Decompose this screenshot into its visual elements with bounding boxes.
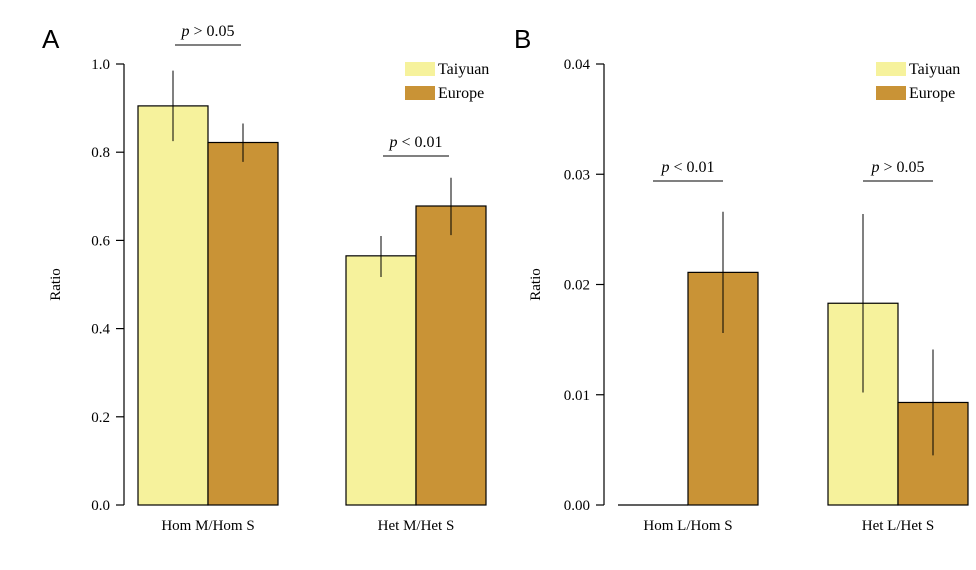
panel-b-category-label: Hom L/Hom S <box>643 518 732 534</box>
panel-a-letter: A <box>42 24 60 54</box>
panel-a-y-tick-label: 0.4 <box>91 322 110 338</box>
panel-b-y-tick-label: 0.00 <box>564 498 590 514</box>
panel-a-y-tick-label: 0.2 <box>91 410 110 426</box>
panel-a-bar <box>207 141 279 506</box>
panel-b-y-tick-label: 0.02 <box>564 278 590 294</box>
panel-b-significance-label: p > 0.05 <box>870 159 924 176</box>
panel-b-p-threshold: > 0.05 <box>879 159 924 176</box>
panel-b-y-tick-label: 0.01 <box>564 388 590 404</box>
panel-a-legend-label: Europe <box>438 85 484 102</box>
panel-a-significance-label: p < 0.01 <box>388 134 442 151</box>
panel-a-y-tick-label: 0.6 <box>91 233 110 249</box>
panel-a-legend-swatch <box>405 86 435 100</box>
panel-a-p-threshold: < 0.01 <box>397 134 442 151</box>
panel-a-bar <box>137 105 209 506</box>
panel-a-significance-label: p > 0.05 <box>180 23 234 40</box>
panel-a-category-label: Hom M/Hom S <box>161 518 254 534</box>
panel-a-y-axis-title: Ratio <box>48 268 64 301</box>
panel-a-legend-label: Taiyuan <box>438 61 489 78</box>
panel-a-bar <box>415 205 487 506</box>
panel-b-category-label: Het L/Het S <box>862 518 935 534</box>
panel-a-y-tick-label: 0.8 <box>91 145 110 161</box>
panel-b-legend-label: Europe <box>909 85 955 102</box>
panel-b-p-symbol: p <box>660 159 669 176</box>
panel-b-y-axis-title: Ratio <box>528 268 544 301</box>
panel-a: A 0.0 0.2 0.4 0.6 0.8 1.0 Ratio Hom M/Hom S Het … <box>42 23 489 534</box>
panel-a-y-tick-label: 1.0 <box>91 57 110 73</box>
panel-b-legend-swatch <box>876 86 906 100</box>
panel-a-p-symbol: p <box>388 134 397 151</box>
panel-b-letter: B <box>514 24 531 54</box>
panel-a-y-tick-label: 0.0 <box>91 498 110 514</box>
panel-a-category-label: Het M/Het S <box>378 518 455 534</box>
panel-b-p-symbol: p <box>870 159 879 176</box>
panel-b-p-threshold: < 0.01 <box>669 159 714 176</box>
panel-b-significance-label: p < 0.01 <box>660 159 714 176</box>
panel-a-legend-swatch <box>405 62 435 76</box>
panel-b-y-tick-label: 0.03 <box>564 167 590 183</box>
panel-a-p-threshold: > 0.05 <box>189 23 234 40</box>
panel-a-bar <box>345 255 417 506</box>
panel-b-legend-swatch <box>876 62 906 76</box>
panel-b-legend-label: Taiyuan <box>909 61 960 78</box>
panel-b-y-tick-label: 0.04 <box>564 57 591 73</box>
panel-b: B 0.00 0.01 0.02 0.03 0.04 Ratio Hom L/Hom S He… <box>514 24 969 534</box>
panel-a-p-symbol: p <box>180 23 189 40</box>
